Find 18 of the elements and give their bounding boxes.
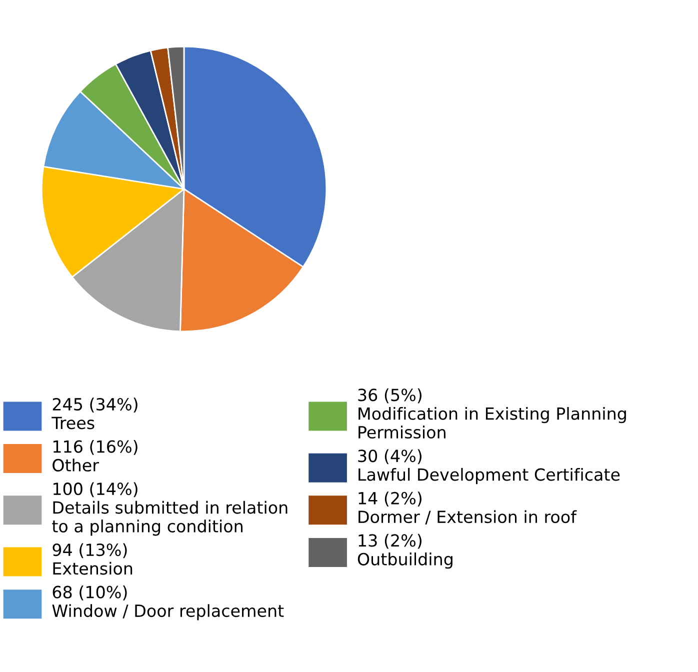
legend-label: Details submitted in relation to a planning condition: [52, 500, 288, 536]
data-label: 245 (34%): [52, 398, 138, 413]
legend-label: Lawful Development Certificate: [358, 468, 620, 484]
legend-label: Dormer / Extension in roof: [358, 510, 577, 524]
legend-label: Trees: [52, 416, 94, 430]
data-label: 30 (4%): [358, 449, 422, 464]
data-label: 14 (2%): [358, 492, 422, 506]
legend-label: Extension: [53, 562, 132, 575]
data-label: 36 (5%): [358, 388, 422, 404]
legend-label: Window / Door replacement: [52, 604, 284, 620]
legend-label: Other: [52, 458, 99, 472]
data-label: 116 (16%): [53, 440, 138, 455]
legend-label: Modification in Existing Planning Permission: [358, 406, 626, 439]
data-label: 100 (14%): [53, 482, 138, 498]
data-label: 68 (10%): [52, 586, 127, 600]
legend-label: Outbuilding: [358, 552, 452, 569]
data-label: 94 (13%): [52, 543, 127, 558]
data-label: 13 (2%): [358, 534, 422, 549]
